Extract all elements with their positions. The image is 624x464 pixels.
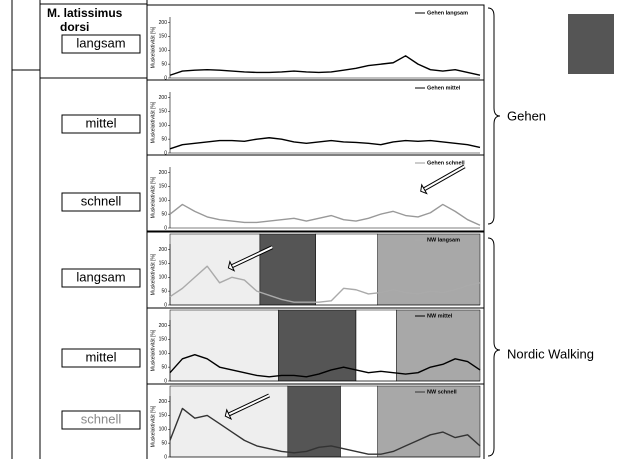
brace [488,8,500,224]
y-tick-label: 200 [159,247,168,253]
y-tick-label: 100 [159,275,168,281]
legend-label: Gehen langsam [427,10,468,16]
y-tick-label: 150 [159,337,168,343]
phase-band [170,234,260,305]
y-tick-label: 200 [159,399,168,405]
phase-band [341,386,378,457]
y-tick-label: 200 [159,170,168,176]
phase-band [356,310,396,381]
y-axis-label: Muskelaktivität [%] [150,26,156,68]
legend-label: NW langsam [427,237,460,243]
y-axis-label: Muskelaktivität [%] [150,176,156,218]
speed-label: schnell [81,411,122,426]
y-tick-label: 50 [161,136,167,142]
phase-band [170,310,279,381]
speed-label: schnell [81,193,122,208]
speed-label: mittel [85,349,116,364]
y-axis-label: Muskelaktivität [%] [150,101,156,143]
y-tick-label: 100 [159,351,168,357]
y-axis-label: Muskelaktivität [%] [150,329,156,371]
y-tick-label: 100 [159,427,168,433]
y-tick-label: 150 [159,261,168,267]
phase-band [396,310,480,381]
y-tick-label: 0 [164,302,167,308]
y-tick-label: 0 [164,454,167,459]
y-tick-label: 50 [161,288,167,294]
y-tick-label: 0 [164,378,167,384]
y-tick-label: 50 [161,211,167,217]
phase-band [170,386,288,457]
legend-label: NW mittel [427,313,453,319]
y-tick-label: 150 [159,184,168,190]
figure: M. latissimusdorsi Gehen Nordic Walking … [0,0,624,459]
y-tick-label: 150 [159,34,168,40]
thumbnail [568,14,614,74]
y-tick-label: 200 [159,95,168,101]
table-frame [12,0,147,459]
legend-label: Gehen schnell [427,160,465,166]
y-axis-label: Muskelaktivität [%] [150,253,156,295]
phase-band [378,386,480,457]
y-tick-label: 50 [161,364,167,370]
legend-label: Gehen mittel [427,85,461,91]
y-tick-label: 150 [159,109,168,115]
group-label: Nordic Walking [507,346,594,361]
y-tick-label: 100 [159,198,168,204]
y-axis-label: Muskelaktivität [%] [150,405,156,447]
y-tick-label: 150 [159,413,168,419]
speed-label: mittel [85,115,116,130]
phase-band [279,310,357,381]
y-tick-label: 50 [161,61,167,67]
y-tick-label: 50 [161,440,167,446]
legend-label: NW schnell [427,389,457,395]
brace [488,238,500,456]
y-tick-label: 100 [159,123,168,129]
y-tick-label: 0 [164,225,167,231]
speed-label: langsam [76,269,125,284]
y-tick-label: 200 [159,323,168,329]
speed-label: langsam [76,35,125,50]
y-tick-label: 100 [159,48,168,54]
phase-band [378,234,480,305]
y-tick-label: 200 [159,20,168,26]
group-label: Gehen [507,108,546,123]
